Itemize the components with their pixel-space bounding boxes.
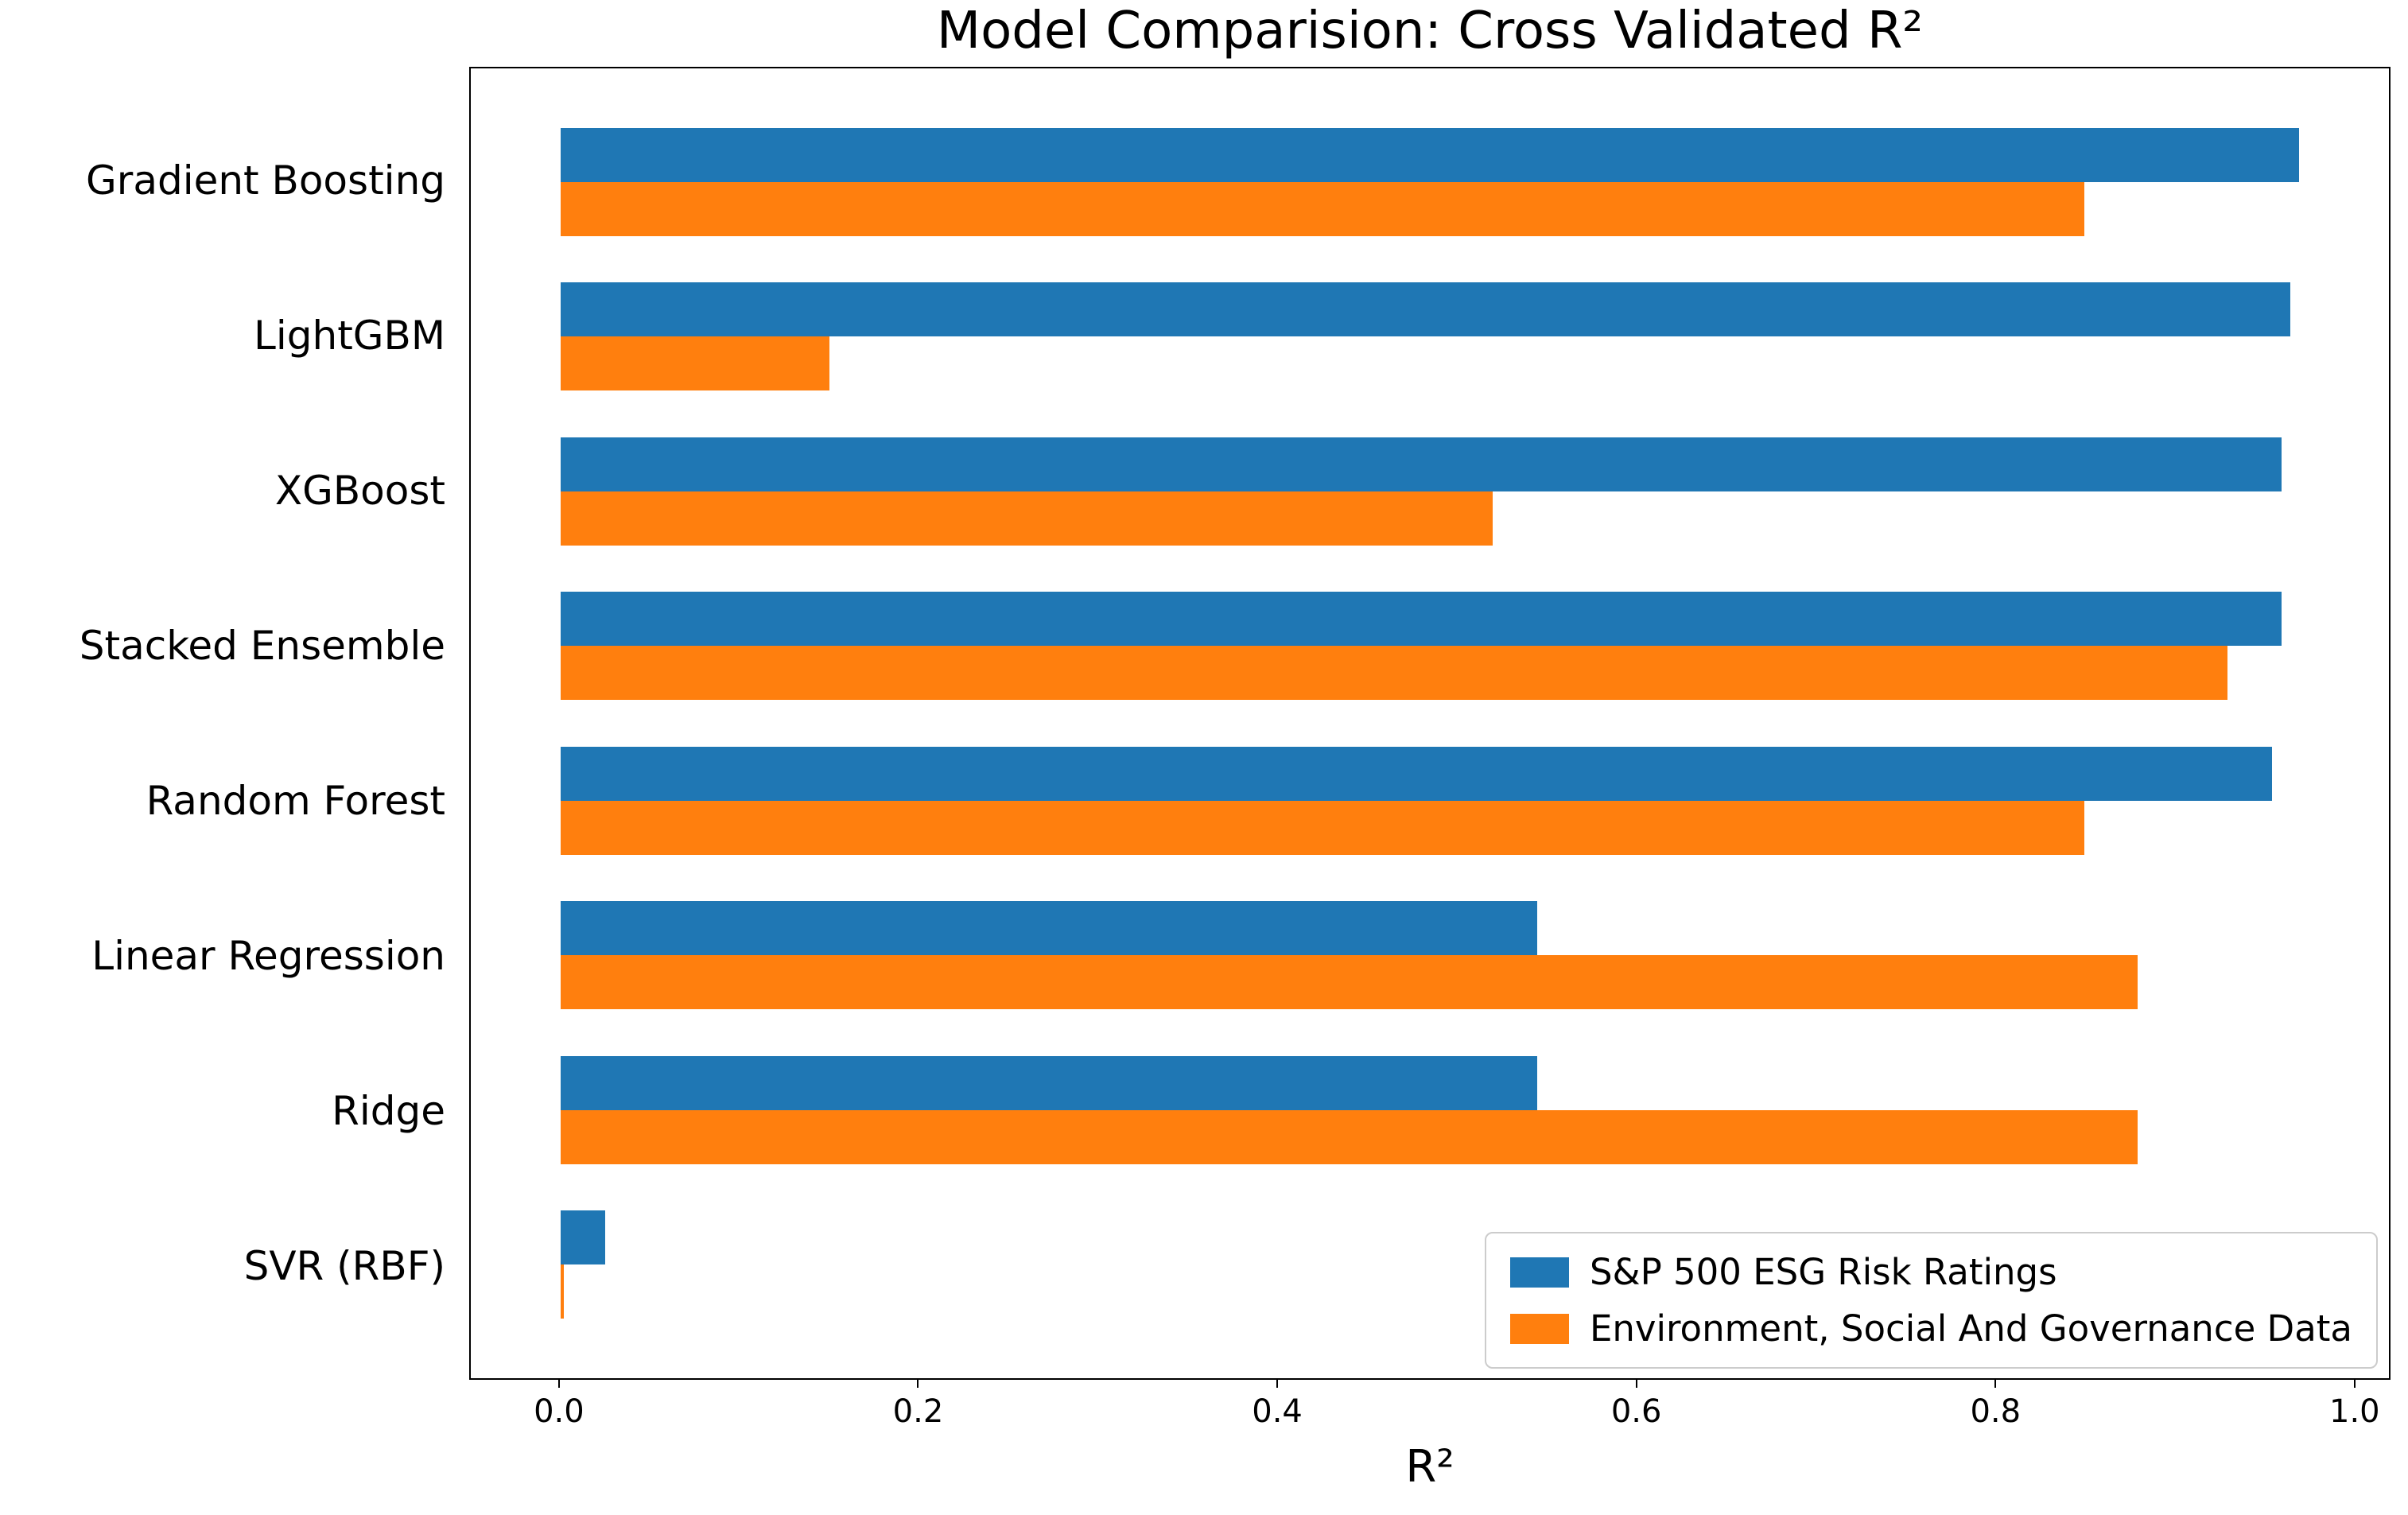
bar-series2 — [560, 1109, 2138, 1164]
x-tick-mark — [917, 1380, 919, 1388]
x-tick-label: 0.0 — [534, 1393, 585, 1430]
plot-area: S&P 500 ESG Risk Ratings Environment, Soc… — [469, 67, 2391, 1380]
legend-swatch-icon — [1509, 1313, 1569, 1344]
x-tick-mark — [1635, 1380, 1637, 1388]
legend-label: S&P 500 ESG Risk Ratings — [1589, 1251, 2057, 1293]
bar-series1 — [560, 901, 1538, 956]
x-tick-label: 0.2 — [892, 1393, 944, 1430]
legend: S&P 500 ESG Risk Ratings Environment, Soc… — [1484, 1232, 2378, 1369]
bar-series1 — [560, 592, 2282, 647]
legend-swatch-icon — [1509, 1257, 1569, 1288]
x-axis-label: R² — [1405, 1441, 1455, 1493]
y-tick-label: SVR (RBF) — [243, 1242, 445, 1289]
y-tick-label: Ridge — [332, 1087, 445, 1134]
bar-series1 — [560, 1210, 606, 1265]
legend-entry: Environment, Social And Governance Data — [1509, 1307, 2352, 1350]
x-tick-mark — [1276, 1380, 1279, 1388]
y-tick-label: Gradient Boosting — [86, 157, 445, 204]
x-tick-mark — [1994, 1380, 1997, 1388]
y-tick-label: Stacked Ensemble — [79, 623, 445, 670]
bar-series2 — [560, 181, 2084, 236]
x-tick-mark — [557, 1380, 560, 1388]
y-tick-label: Random Forest — [146, 777, 445, 824]
x-tick-label: 0.4 — [1252, 1393, 1303, 1430]
bar-series2 — [560, 646, 2228, 701]
bar-series1 — [560, 437, 2282, 491]
bar-series2 — [560, 800, 2084, 855]
bar-series1 — [560, 1055, 1538, 1110]
bar-series1 — [560, 127, 2300, 182]
y-tick-label: Linear Regression — [91, 932, 445, 979]
x-tick-label: 1.0 — [2329, 1393, 2380, 1430]
bar-series2 — [560, 491, 1493, 546]
bar-series2 — [560, 336, 829, 391]
x-tick-mark — [2353, 1380, 2356, 1388]
legend-entry: S&P 500 ESG Risk Ratings — [1509, 1251, 2352, 1293]
bar-series1 — [560, 282, 2290, 337]
chart-title: Model Comparision: Cross Validated R² — [936, 2, 1924, 60]
x-tick-label: 0.6 — [1610, 1393, 1662, 1430]
y-tick-label: XGBoost — [274, 468, 445, 515]
legend-label: Environment, Social And Governance Data — [1589, 1307, 2352, 1350]
y-tick-label: LightGBM — [254, 313, 445, 359]
x-tick-label: 0.8 — [1970, 1393, 2022, 1430]
bar-series2 — [560, 1264, 565, 1319]
bar-series1 — [560, 746, 2273, 801]
bar-series2 — [560, 955, 2138, 1010]
